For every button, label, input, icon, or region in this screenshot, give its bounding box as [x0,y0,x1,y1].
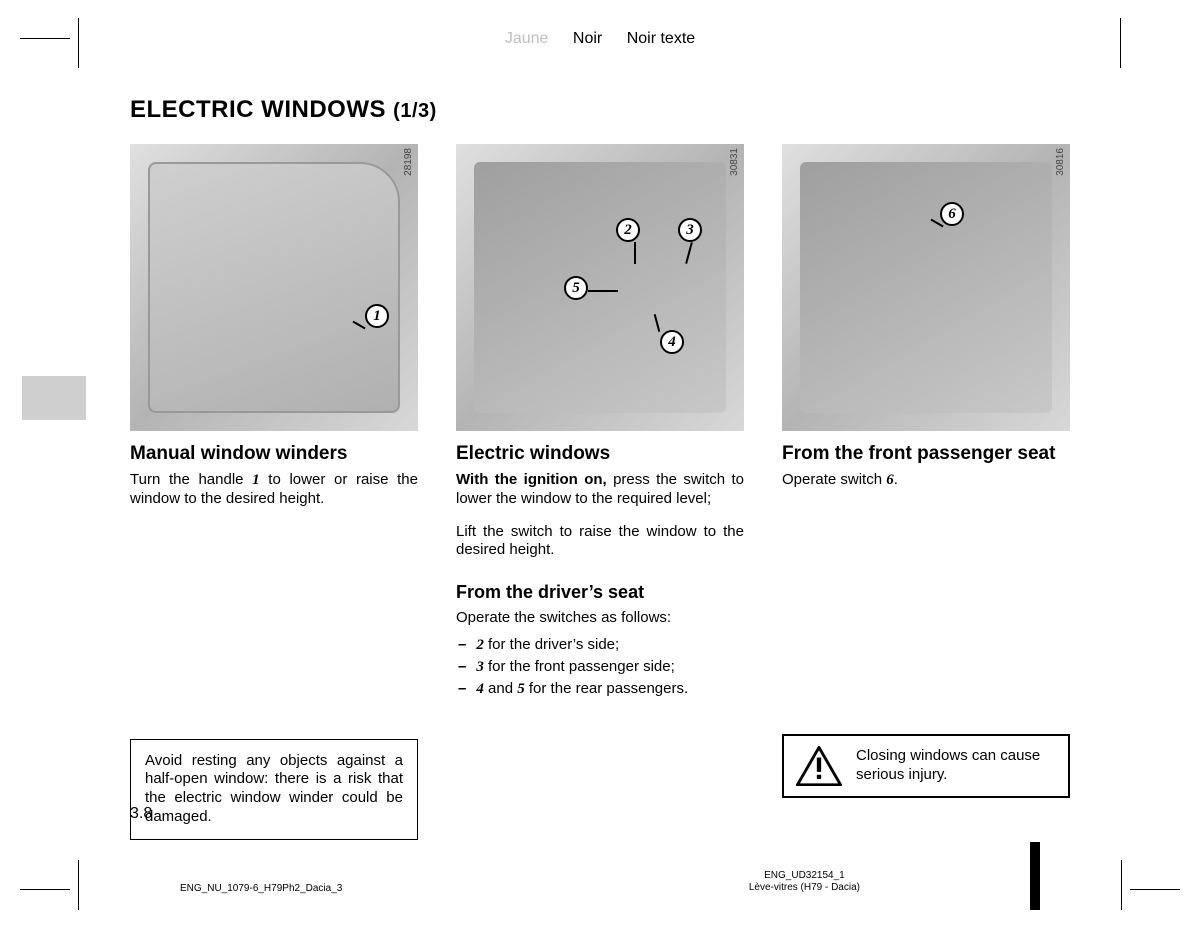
callout-3: 3 [678,218,702,242]
warning-icon [796,746,842,786]
item-ref2: 5 [517,681,525,697]
col2-subheading: From the driver’s seat [456,582,744,603]
col1-text: Turn the handle 1 to lower or raise the … [130,471,418,509]
col1-ref-1: 1 [252,472,260,488]
photo-id-3: 30816 [1055,148,1066,176]
col1-heading: Manual window winders [130,443,418,465]
column-1: 28198 1 Manual window winders Turn the h… [130,144,418,840]
item-ref: 2 [476,637,484,653]
item-ref: 4 [476,681,484,697]
callout-6: 6 [940,202,964,226]
callout-4: 4 [660,330,684,354]
footer-right-line2: Lève-vitres (H79 - Dacia) [749,882,860,894]
note-box: Avoid resting any objects against a half… [130,739,418,840]
col3-text-pre: Operate switch [782,471,886,488]
col2-subtext: Operate the switches as follows: [456,609,744,628]
callout-2: 2 [616,218,640,242]
footer-right-line1: ENG_UD32154_1 [749,870,860,882]
col3-text-post: . [894,471,898,488]
figure-3: 30816 6 [782,144,1070,431]
callout-5: 5 [564,276,588,300]
col2-lead-bold: With the ignition on, [456,471,607,488]
col2-para2: Lift the switch to raise the window to t… [456,523,744,561]
list-item: 2 for the driver’s side; [456,636,744,654]
photo-id-1: 28198 [403,148,414,176]
photo-id-2: 30831 [729,148,740,176]
col2-para1: With the ignition on, press the switch t… [456,471,744,509]
edge-marker [1030,842,1040,910]
header-noir-texte: Noir texte [627,30,695,47]
page-number: 3.8 [130,805,152,823]
warning-box: Closing windows can cause serious injury… [782,734,1070,798]
header-noir: Noir [573,30,602,47]
item-text: for the front passenger side; [484,658,675,675]
footer-right: ENG_UD32154_1 Lève-vitres (H79 - Dacia) [749,870,860,894]
col2-heading: Electric windows [456,443,744,465]
col3-ref-6: 6 [886,472,894,488]
switch-list: 2 for the driver’s side; 3 for the front… [456,636,744,698]
page-title: ELECTRIC WINDOWS (1/3) [130,96,1070,124]
item-mid: and [484,680,517,697]
item-text: for the driver’s side; [484,636,619,653]
title-fraction: (1/3) [393,100,437,122]
header-jaune: Jaune [505,30,549,47]
title-main: ELECTRIC WINDOWS [130,96,386,123]
crop-mark [20,889,70,890]
col3-text: Operate switch 6. [782,471,1070,490]
column-3: 30816 6 From the front passenger seat Op… [782,144,1070,840]
warning-text: Closing windows can cause serious injury… [856,747,1056,785]
crop-mark [1121,860,1122,910]
list-item: 4 and 5 for the rear passengers. [456,680,744,698]
crop-mark [78,860,79,910]
figure-1: 28198 1 [130,144,418,431]
item-ref: 3 [476,659,484,675]
col3-heading: From the front passenger seat [782,443,1070,465]
color-separation-header: Jaune Noir Noir texte [0,30,1200,48]
side-tab [22,376,86,420]
callout-1: 1 [365,304,389,328]
footer-left: ENG_NU_1079-6_H79Ph2_Dacia_3 [180,883,342,894]
item-text: for the rear passengers. [525,680,688,697]
list-item: 3 for the front passenger side; [456,658,744,676]
column-2: 30831 2 3 5 4 Electric windows With the … [456,144,744,840]
col1-text-pre: Turn the handle [130,471,252,488]
crop-mark [1130,889,1180,890]
note-text: Avoid resting any objects against a half… [145,752,403,825]
page-content: ELECTRIC WINDOWS (1/3) 28198 1 Manual wi… [130,96,1070,840]
figure-2: 30831 2 3 5 4 [456,144,744,431]
